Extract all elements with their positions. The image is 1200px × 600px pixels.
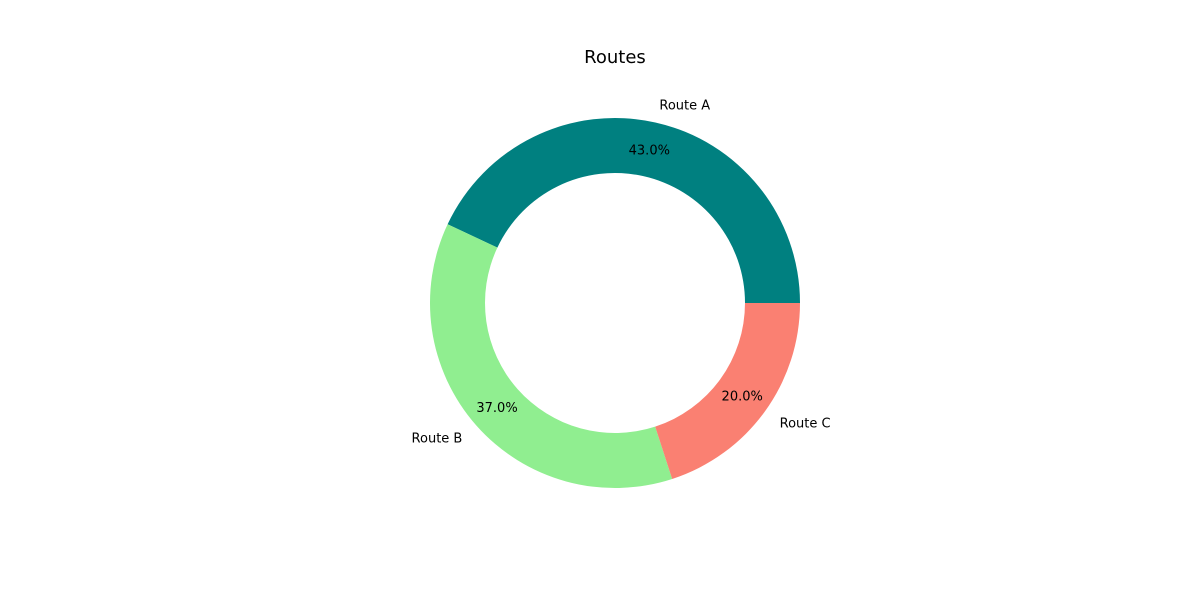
- donut-slices: [430, 117, 800, 489]
- category-label: Route B: [412, 432, 463, 447]
- percent-label: 43.0%: [629, 144, 670, 159]
- category-label: Route C: [780, 417, 831, 432]
- chart-title: Routes: [584, 47, 646, 68]
- slice-route-b: [430, 224, 673, 489]
- category-label: Route A: [659, 98, 710, 113]
- donut-labels: Route A 43.0% Route B 37.0% Route C 20.0%: [412, 98, 831, 446]
- slice-route-a: [447, 117, 800, 304]
- percent-label: 20.0%: [722, 389, 763, 404]
- slice-route-c: [655, 303, 800, 479]
- percent-label: 37.0%: [476, 401, 517, 416]
